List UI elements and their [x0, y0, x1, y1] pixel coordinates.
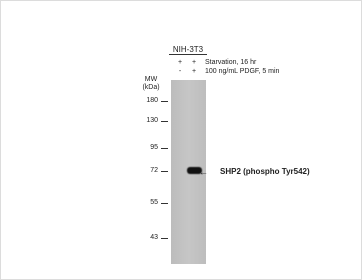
arrow: ←: [199, 168, 208, 176]
condition-label: Starvation, 16 hr: [205, 59, 256, 67]
marker-tick: [161, 238, 168, 239]
marker-label: 55: [131, 199, 158, 207]
marker-label: 180: [131, 97, 158, 105]
condition-sign: +: [191, 59, 197, 67]
mw-label: MW: [141, 76, 161, 84]
condition-sign: +: [177, 59, 183, 67]
marker-label: 43: [131, 234, 158, 242]
band-label: SHP2 (phospho Tyr542): [220, 168, 310, 176]
marker-tick: [161, 101, 168, 102]
marker-tick: [161, 148, 168, 149]
marker-label: 95: [131, 144, 158, 152]
condition-label: 100 ng/mL PDGF, 5 min: [205, 68, 279, 76]
figure: NIH-3T3 ← SHP2 (phospho Tyr542) MW (kDa)…: [0, 0, 362, 280]
condition-sign: +: [191, 68, 197, 76]
cell-line: NIH-3T3: [169, 46, 207, 55]
mw-unit: (kDa): [138, 84, 164, 92]
marker-label: 130: [131, 117, 158, 125]
marker-tick: [161, 121, 168, 122]
marker-tick: [161, 203, 168, 204]
condition-sign: -: [177, 68, 183, 76]
marker-label: 72: [131, 167, 158, 175]
marker-tick: [161, 171, 168, 172]
